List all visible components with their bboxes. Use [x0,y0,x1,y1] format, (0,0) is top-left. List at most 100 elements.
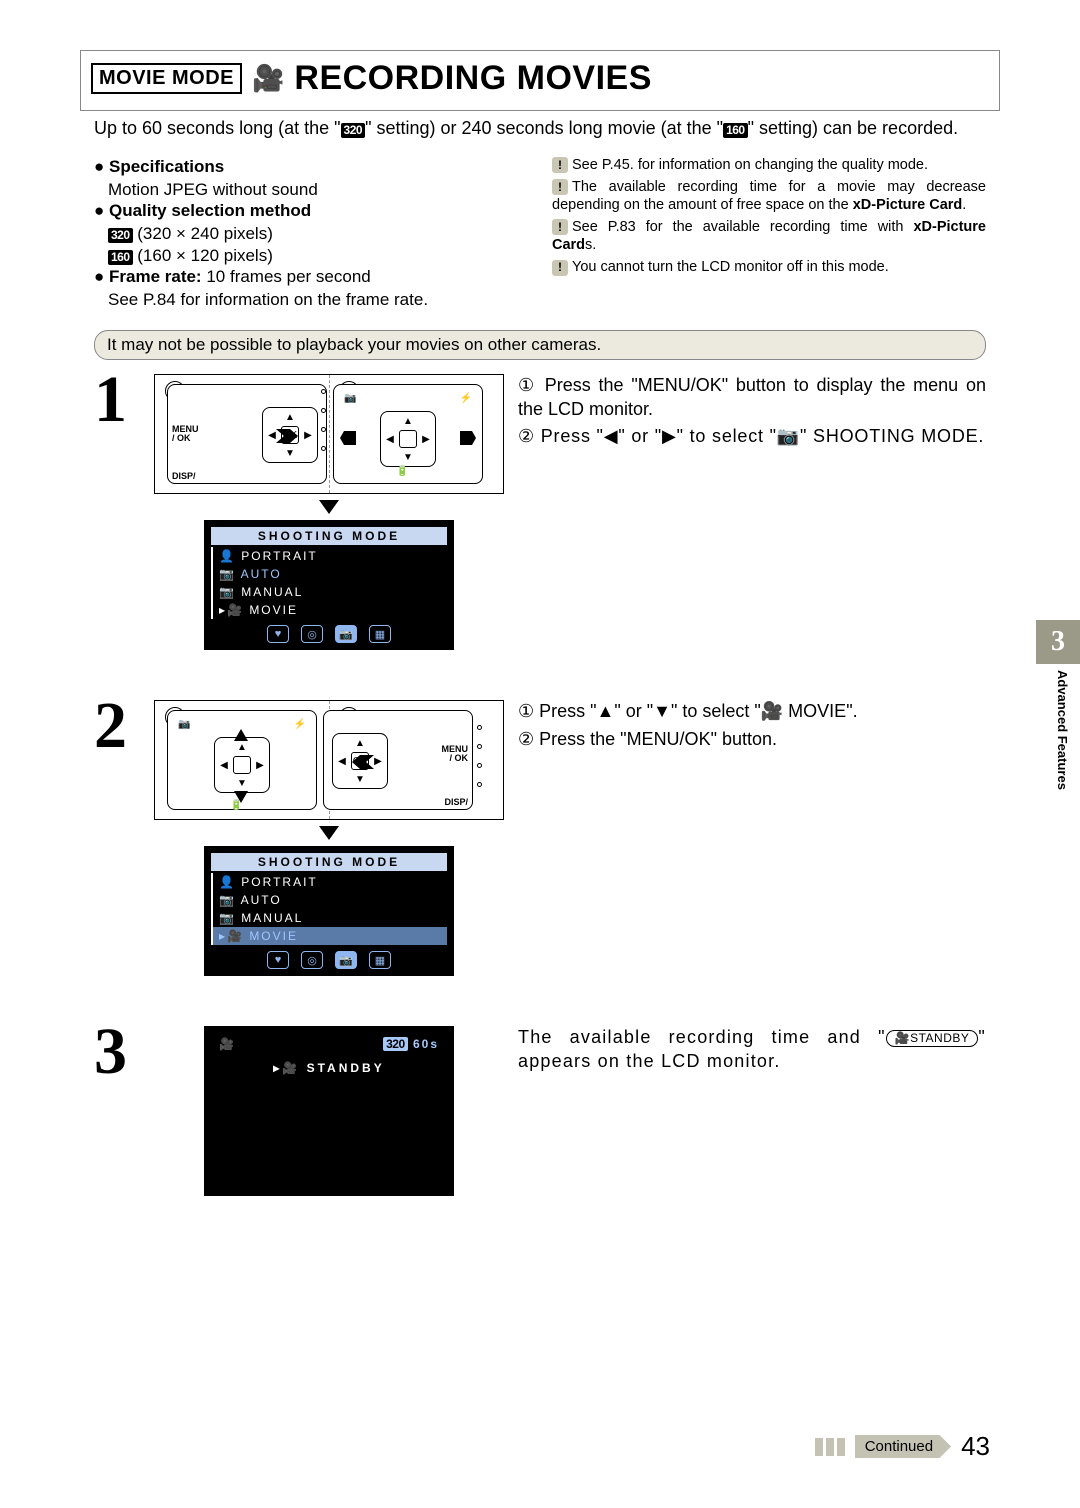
spec-320: 320 (320 × 240 pixels) [94,223,528,244]
left-arrow-icon [340,431,356,445]
lcd-manual: MANUAL [241,911,303,925]
note-2b: xD-Picture Card [853,197,963,213]
arrow-down-icon [319,826,339,840]
lcd-item: 👤 PORTRAIT [213,873,447,891]
up-arrow-icon [234,729,248,741]
step-3: 3 🎥 320 60s ▸🎥 STANDBY The available rec… [94,1026,986,1196]
lcd-auto: AUTO [241,567,282,581]
lcd-movie: MOVIE [249,929,298,943]
step2-line2: ② Press the "MENU/OK" button. [518,728,986,751]
note-4: You cannot turn the LCD monitor off in t… [572,259,889,275]
press-arrow-icon [352,755,374,769]
lcd-portrait: PORTRAIT [241,549,317,563]
step1-line2: ② Press "◀" or "▶" to select "📷" SHOOTIN… [518,425,986,448]
standby-indicator: ▸🎥 STANDBY [205,1061,453,1075]
quality-indicator: 320 [383,1037,408,1051]
step2-line1: ① Press "▲" or "▼" to select "🎥 MOVIE". [518,700,986,723]
lcd-auto: AUTO [241,893,282,907]
standby-pill: 🎥STANDBY [886,1030,979,1048]
specs-t2a: (320 × 240 pixels) [133,224,273,243]
lcd-header: SHOOTING MODE [211,853,447,871]
lcd-item: 📷 MANUAL [213,909,447,927]
specs-h3: Frame rate: [109,267,202,286]
step3-a: The available recording time and " [518,1027,886,1047]
step-3-text: The available recording time and "🎥STAND… [518,1026,986,1196]
specs-t3: 10 frames per second [202,267,371,286]
right-arrow-icon [460,431,476,445]
lcd-item: 📷 MANUAL [213,583,447,601]
specs-column: ● Specifications Motion JPEG without sou… [94,156,528,311]
bolt-icon: ⚡ [294,719,306,730]
lcd-item-selected: ▸🎥 MOVIE [213,927,447,945]
intro-text: Up to 60 seconds long (at the "320" sett… [80,111,1000,150]
specs-h2: Quality selection method [109,201,311,220]
chapter-tab: 3 [1036,620,1080,664]
chapter-label: Advanced Features [1055,670,1070,790]
note-icon: ! [552,179,568,195]
movie-mode-indicator: 🎥 [219,1037,236,1051]
lcd-icon-row: ♥◎📷▦ [211,625,447,643]
arrow-down-icon [319,500,339,514]
callout-box: It may not be possible to playback your … [94,330,986,360]
specs-t2b: (160 × 120 pixels) [133,246,273,265]
step-2: 2 1 📷⚡ ▲ ◀▶ ▼ [94,700,986,976]
continued-bars-icon [815,1438,845,1456]
step-1-diagram: 1 MENU / OK ▲ ◀OK▶ ▼ DISP/ 2 [154,374,504,650]
specs-h1: Specifications [109,157,224,176]
note-icon: ! [552,157,568,173]
disp-label: DISP/ [172,472,196,481]
note-3c: s. [585,237,596,253]
step-2-number: 2 [94,700,140,976]
step-3-diagram: 🎥 320 60s ▸🎥 STANDBY [154,1026,504,1196]
page-title: RECORDING MOVIES [294,59,651,98]
intro-a: Up to 60 seconds long (at the " [94,118,341,138]
step-1-number: 1 [94,374,140,650]
continued-arrow: Continued [855,1435,951,1458]
specs-t1: Motion JPEG without sound [94,179,528,200]
step-2-text: ① Press "▲" or "▼" to select "🎥 MOVIE". … [518,700,986,976]
time-remaining: 60s [413,1037,439,1051]
quality-320-icon: 320 [341,123,366,138]
menu-ok-label: MENU / OK [172,425,199,443]
step1-line1: ① Press the "MENU/OK" button to display … [518,374,986,421]
lcd-movie: MOVIE [249,603,298,617]
lcd-item: 📷 AUTO [213,891,447,909]
mode-badge: MOVIE MODE [91,63,242,94]
note-1: See P.45. for information on changing th… [572,157,928,173]
intro-c: " setting) can be recorded. [748,118,959,138]
lcd-menu-1: SHOOTING MODE 👤 PORTRAIT 📷 AUTO 📷 MANUAL… [204,520,454,650]
lcd-item: 👤 PORTRAIT [213,547,447,565]
spec-160: 160 (160 × 120 pixels) [94,245,528,266]
battery-icon: 🔋 [230,800,242,811]
note-2c: . [962,197,966,213]
press-arrow-icon [276,429,298,443]
step-1-text: ① Press the "MENU/OK" button to display … [518,374,986,650]
note-3a: See P.83 for the available recording tim… [572,219,913,235]
page-number: 43 [961,1431,990,1462]
flash-icon: 📷 [344,393,356,404]
disp-label: DISP/ [444,798,468,807]
notes-column: !See P.45. for information on changing t… [552,156,986,311]
lcd-item-selected: 📷 AUTO [213,565,447,583]
menu-ok-label: MENU / OK [442,745,469,763]
q320-icon: 320 [108,228,133,243]
lcd-portrait: PORTRAIT [241,875,317,889]
intro-b: " setting) or 240 seconds long movie (at… [365,118,723,138]
step-3-number: 3 [94,1026,140,1196]
lcd-icon-row: ♥◎📷▦ [211,951,447,969]
flash-icon: 📷 [178,719,190,730]
step-2-diagram: 1 📷⚡ ▲ ◀▶ ▼ 🔋 2 [154,700,504,976]
lcd-menu-2: SHOOTING MODE 👤 PORTRAIT 📷 AUTO 📷 MANUAL… [204,846,454,976]
movie-icon: 🎥 [252,63,284,94]
specs-t4: See P.84 for information on the frame ra… [94,289,528,310]
bolt-icon: ⚡ [460,393,472,404]
lcd-header: SHOOTING MODE [211,527,447,545]
quality-160-icon: 160 [723,123,748,138]
step-1: 1 1 MENU / OK ▲ ◀OK▶ ▼ DISP/ [94,374,986,650]
lcd-item: ▸🎥 MOVIE [213,601,447,619]
note-icon: ! [552,260,568,276]
title-row: MOVIE MODE 🎥 RECORDING MOVIES [81,51,999,110]
page-footer: Continued 43 [815,1431,990,1462]
note-icon: ! [552,219,568,235]
q160-icon: 160 [108,250,133,265]
